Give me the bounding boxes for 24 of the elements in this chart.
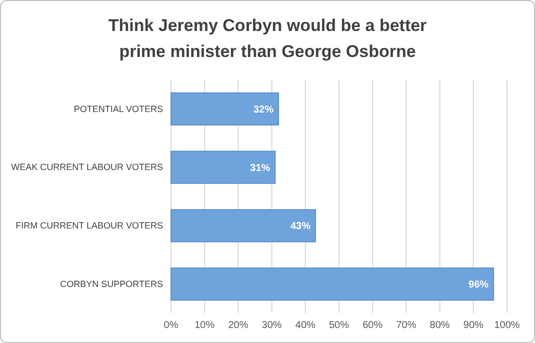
x-tick-label: 40% [295, 320, 316, 332]
x-tick-label: 20% [228, 320, 248, 332]
x-tick-label: 0% [164, 320, 178, 332]
data-label: 43% [290, 221, 311, 232]
x-tick-label: 30% [262, 320, 282, 332]
data-label: 96% [468, 280, 489, 291]
bar [170, 150, 276, 184]
x-tick-label: 50% [328, 320, 350, 332]
bar [170, 92, 280, 126]
x-tick-label: 100% [494, 320, 520, 332]
y-tick-label: FIRM CURRENT LABOUR VOTERS [16, 220, 163, 231]
data-label: 32% [254, 104, 274, 116]
data-label: 31% [250, 162, 270, 174]
bar [170, 268, 494, 301]
chart-title: Think Jeremy Corbyn would be a better prime minister than George Osborne [108, 16, 428, 61]
x-tick-label: 60% [362, 320, 383, 332]
y-tick-label: CORBYN SUPPORTERS [60, 278, 163, 289]
x-tick-label: 10% [194, 320, 215, 332]
x-tick-label: 70% [396, 320, 416, 332]
x-tick-label: 90% [463, 320, 484, 332]
x-tick-label: 80% [430, 320, 450, 332]
y-tick-label: POTENTIAL VOTERS [74, 104, 163, 114]
bar [170, 209, 316, 242]
y-tick-label: WEAK CURRENT LABOUR VOTERS [11, 162, 163, 172]
